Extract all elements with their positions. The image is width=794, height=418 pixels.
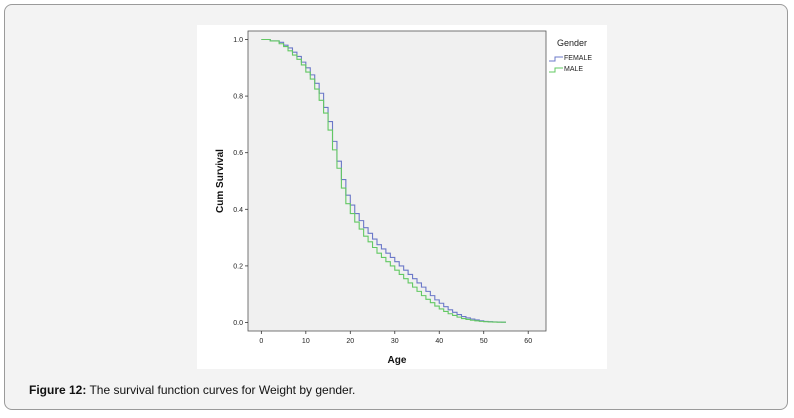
- series-line-female: [261, 38, 506, 323]
- y-tick-label: 0.0: [233, 320, 243, 327]
- figure-caption-text: The survival function curves for Weight …: [86, 383, 356, 397]
- y-tick-label: 0.8: [233, 94, 243, 101]
- legend-label-male: MALE: [564, 66, 583, 73]
- legend-title: Gender: [557, 38, 587, 48]
- figure-caption: Figure 12: The survival function curves …: [29, 383, 355, 397]
- series-layer: [261, 38, 506, 323]
- x-axis-title: Age: [388, 355, 407, 366]
- x-tick-label: 40: [435, 338, 443, 345]
- y-tick-label: 0.4: [233, 207, 243, 214]
- figure-card: 0.0 0.2 0.4 0.6 0.8 1.0 0 10 20 30 40 50 60 Age Cum…: [4, 4, 788, 410]
- legend-item-female: FEMALE: [549, 55, 592, 62]
- x-tick-label: 0: [259, 338, 263, 345]
- y-axis-title: Cum Survival: [215, 149, 226, 213]
- legend: Gender FEMALE MALE: [549, 38, 592, 73]
- x-tick-label: 10: [302, 338, 310, 345]
- legend-swatch-male: [549, 67, 563, 73]
- y-tick-label: 0.2: [233, 263, 243, 270]
- plot-area: [247, 30, 547, 332]
- series-line-male: [261, 38, 506, 323]
- y-axis: 0.0 0.2 0.4 0.6 0.8 1.0: [233, 37, 248, 327]
- x-tick-label: 20: [346, 338, 354, 345]
- legend-swatch-female: [549, 56, 563, 62]
- x-tick-label: 60: [524, 338, 532, 345]
- legend-item-male: MALE: [549, 66, 583, 73]
- survival-chart: 0.0 0.2 0.4 0.6 0.8 1.0 0 10 20 30 40 50 60 Age Cum…: [215, 30, 592, 366]
- figure-label: Figure 12:: [29, 383, 87, 397]
- x-tick-label: 30: [391, 338, 399, 345]
- y-tick-label: 0.6: [233, 150, 243, 157]
- legend-label-female: FEMALE: [564, 55, 592, 62]
- x-tick-label: 50: [480, 338, 488, 345]
- x-axis: 0 10 20 30 40 50 60: [259, 331, 532, 345]
- y-tick-label: 1.0: [233, 37, 243, 44]
- chart-panel: 0.0 0.2 0.4 0.6 0.8 1.0 0 10 20 30 40 50 60 Age Cum…: [197, 25, 607, 369]
